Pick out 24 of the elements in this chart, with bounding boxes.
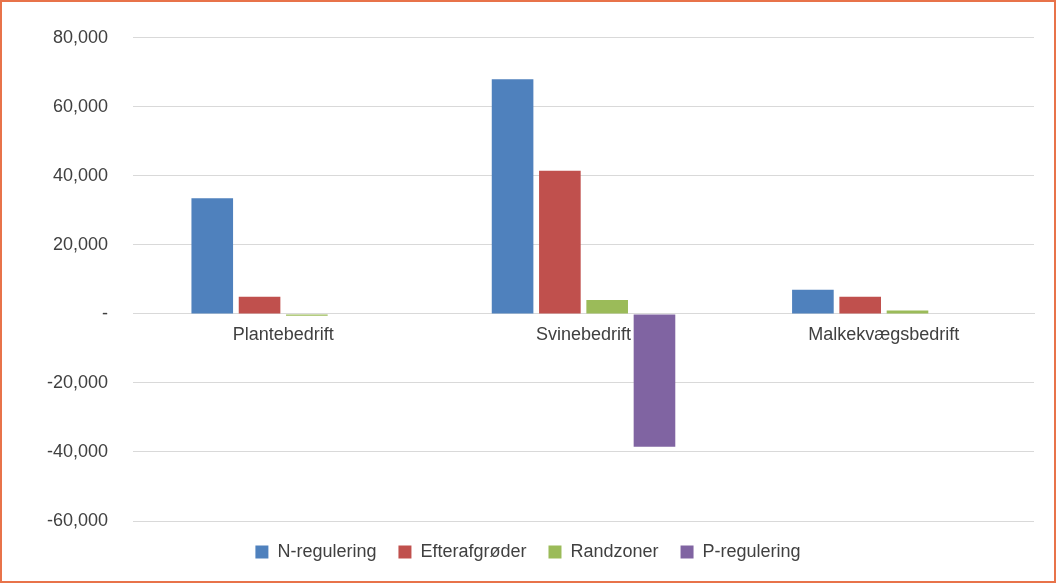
y-tick-label: 80,000 <box>52 26 109 47</box>
x-tick-label: Malkekvægsbedrift <box>808 323 960 344</box>
bar <box>792 289 834 314</box>
legend-label: Randzoner <box>570 540 659 561</box>
y-tick-label: 20,000 <box>52 233 109 254</box>
bar <box>491 79 534 314</box>
bar <box>633 314 676 447</box>
y-tick-label: -20,000 <box>46 371 109 392</box>
y-tick-label: 60,000 <box>52 95 109 116</box>
legend-label: P-regulering <box>702 540 801 561</box>
bar <box>586 300 628 314</box>
legend-label: Efterafgrøder <box>420 540 527 561</box>
bar <box>238 296 281 314</box>
x-tick-label: Svinebedrift <box>535 323 632 344</box>
y-tick-label: - <box>102 302 109 323</box>
y-tick-label: -60,000 <box>46 509 109 530</box>
x-tick-label: Plantebedrift <box>232 323 334 344</box>
legend-label: N-regulering <box>277 540 377 561</box>
bar <box>191 198 234 314</box>
bar <box>539 170 581 314</box>
bar <box>886 310 929 314</box>
bar <box>839 296 881 314</box>
y-tick-label: 40,000 <box>52 164 109 185</box>
y-tick-label: -40,000 <box>46 440 109 461</box>
